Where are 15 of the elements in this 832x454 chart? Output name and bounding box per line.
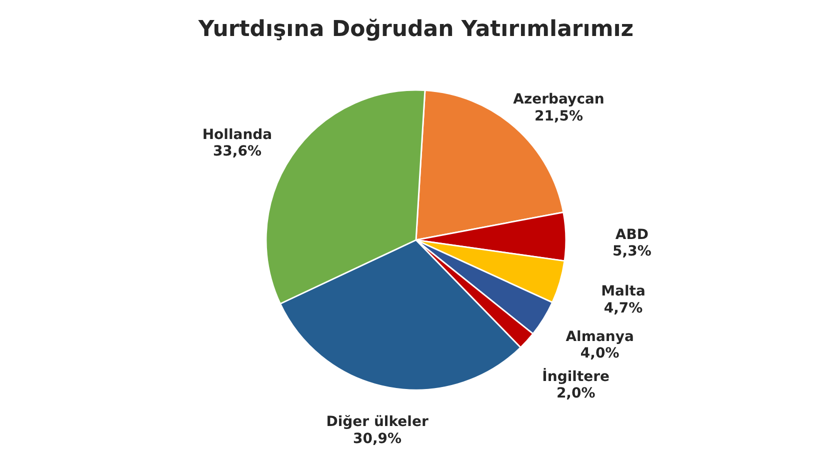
slice-label: ABD (615, 226, 649, 243)
slice-label: Azerbaycan (513, 92, 604, 108)
data-label: 4,7% (604, 300, 643, 316)
data-label: 5,3% (612, 244, 652, 260)
chart-title: Yurtdışına Doğrudan Yatırımlarımız (197, 17, 634, 42)
slice-label: İngiltere (542, 368, 610, 385)
data-label: 30,9% (353, 430, 402, 447)
slice-label: Almanya (566, 328, 634, 345)
slice-label: Diğer ülkeler (326, 414, 428, 430)
data-label: 21,5% (534, 108, 584, 124)
data-label: 33,6% (212, 144, 262, 160)
slice-label: Hollanda (202, 126, 272, 143)
data-label: 2,0% (556, 386, 596, 402)
slice-label: Malta (601, 283, 646, 300)
data-label: 4,0% (580, 346, 620, 362)
